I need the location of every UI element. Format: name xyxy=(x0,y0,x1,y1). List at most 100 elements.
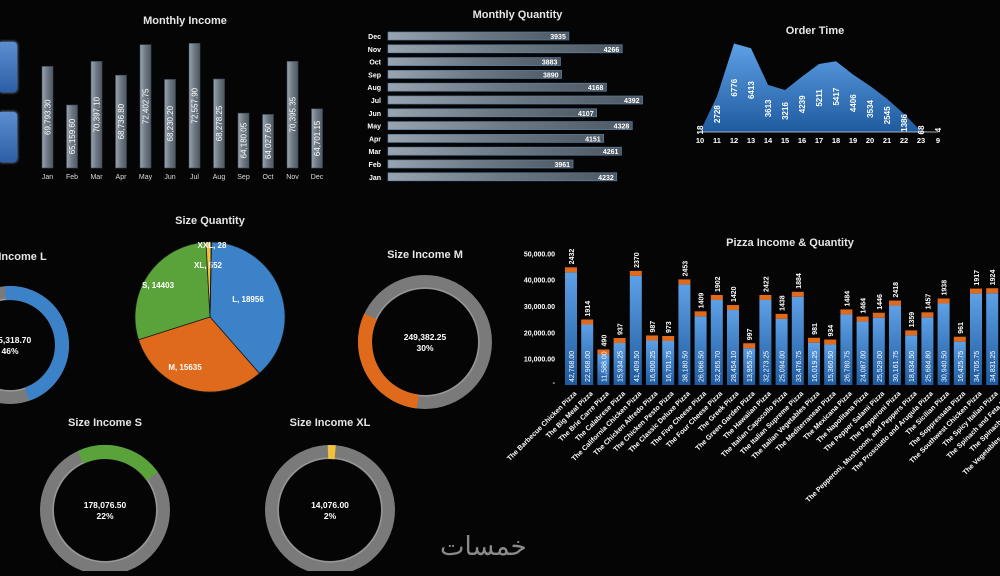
bar xyxy=(90,61,103,169)
quantity-label: 937 xyxy=(618,323,625,335)
quantity-label: 2432 xyxy=(569,249,576,265)
quantity-bar xyxy=(889,300,901,306)
quantity-label: 490 xyxy=(601,335,608,347)
data-label: 69,793.30 xyxy=(44,99,53,135)
bar xyxy=(387,108,597,118)
bar xyxy=(387,146,622,156)
data-label: 4168 xyxy=(588,85,604,92)
data-label: 4239 xyxy=(798,95,807,113)
x-tick-label: 10 xyxy=(696,136,704,145)
donut-inner-ring xyxy=(277,457,383,563)
bar xyxy=(387,70,562,79)
order-time-chart: Order Time 18 10 2728 11 6776 12 6413 13 3613 14 3… xyxy=(690,20,970,150)
quantity-bar xyxy=(662,335,675,341)
x-tick-label: 16 xyxy=(798,136,806,145)
income-label: 38,180.50 xyxy=(682,351,689,382)
income-label: 16,701.75 xyxy=(666,351,673,382)
data-label: 6413 xyxy=(747,81,756,99)
income-label: 25,094.00 xyxy=(780,351,787,382)
y-tick-label: - xyxy=(553,380,556,387)
x-tick-label: 11 xyxy=(713,136,721,145)
size-income-m-chart: Size Income M 249,382.25 30% xyxy=(345,245,505,415)
chart-title: Size Quantity xyxy=(175,215,245,227)
bar xyxy=(387,44,623,54)
data-label: 5211 xyxy=(815,89,824,107)
y-tick-label: 40,000.00 xyxy=(524,278,555,285)
data-label: 68,230.20 xyxy=(166,105,175,141)
income-bar xyxy=(986,293,999,385)
income-label: 25,529.00 xyxy=(877,351,884,382)
x-tick-label: 12 xyxy=(730,136,738,145)
income-bar xyxy=(662,340,675,385)
bar xyxy=(115,74,127,169)
quantity-bar xyxy=(646,335,658,341)
bar xyxy=(213,78,225,169)
quantity-bar xyxy=(775,313,788,319)
income-label: 32,273.25 xyxy=(763,351,770,382)
pie-slice xyxy=(138,316,260,393)
income-bar xyxy=(889,305,901,385)
quantity-bar xyxy=(791,291,804,297)
size-quantity-svg: L, 18956 M, 15635 S, 14403 XL, 552 XXL, 28 xyxy=(134,241,286,393)
y-tick-label: Nov xyxy=(368,47,381,54)
y-tick-label: Mar xyxy=(369,149,382,156)
bar xyxy=(387,31,570,41)
chart-title: Size Income S xyxy=(68,417,142,429)
quantity-label: 1446 xyxy=(877,294,884,310)
data-label: 3883 xyxy=(542,60,558,67)
income-label: 15,360.50 xyxy=(828,351,835,382)
income-bar xyxy=(872,317,885,385)
y-tick-label: Jul xyxy=(371,98,381,105)
y-tick-label: Dec xyxy=(368,34,381,41)
donut-value-arc xyxy=(358,275,492,409)
quantity-bar xyxy=(613,338,626,344)
income-label: 16,019.25 xyxy=(812,351,819,382)
income-bar xyxy=(646,340,658,385)
income-label: 30,161.75 xyxy=(893,351,900,382)
y-tick-label: Apr xyxy=(369,136,381,143)
data-label: 18 xyxy=(696,125,705,134)
x-tick-label: The Barbecue Chicken Pizza xyxy=(506,390,578,462)
bar xyxy=(387,134,605,143)
bar xyxy=(286,61,299,169)
x-tick-label: Jul xyxy=(190,174,199,181)
data-label: 4232 xyxy=(598,175,614,182)
x-tick-label: Sep xyxy=(237,174,250,181)
data-label: 3216 xyxy=(781,102,790,120)
x-tick-label: 22 xyxy=(900,136,908,145)
data-label: 64,180.05 xyxy=(240,122,249,158)
bar xyxy=(188,43,201,169)
quantity-label: 934 xyxy=(828,325,835,337)
data-label: 5417 xyxy=(832,87,841,105)
bar xyxy=(311,108,323,169)
slicer-button-1[interactable] xyxy=(0,42,17,92)
data-label: 3961 xyxy=(554,162,570,169)
data-label: 3613 xyxy=(764,99,773,117)
chart-title: Pizza Income & Quantity xyxy=(726,237,854,249)
slicer-button-2[interactable] xyxy=(0,112,17,162)
quantity-bar xyxy=(824,339,837,345)
quantity-label: 1409 xyxy=(699,293,706,309)
y-tick-label: Feb xyxy=(369,162,381,169)
quantity-bar xyxy=(937,298,950,304)
x-tick-label: 17 xyxy=(815,136,823,145)
income-bar xyxy=(937,303,950,385)
x-tick-label: May xyxy=(139,174,153,181)
percent-label: 46% xyxy=(1,346,18,356)
income-bar xyxy=(905,335,918,385)
data-label: 64,027.60 xyxy=(264,123,273,159)
quantity-bar xyxy=(970,288,982,294)
income-label: 16,425.75 xyxy=(958,351,965,382)
size-quantity-chart: Size Quantity L, 18956 M, 15635 S, 14403 XL… xyxy=(120,210,300,400)
percent-label: 22% xyxy=(96,511,113,521)
x-tick-label: 23 xyxy=(917,136,925,145)
quantity-label: 1938 xyxy=(942,280,949,296)
data-label: 70,397.10 xyxy=(93,96,102,132)
quantity-label: 1914 xyxy=(585,301,592,317)
data-label: 3935 xyxy=(550,34,566,41)
income-label: 33,476.75 xyxy=(796,351,803,382)
y-tick-label: 30,000.00 xyxy=(524,304,555,311)
income-label: 26,066.50 xyxy=(699,351,706,382)
